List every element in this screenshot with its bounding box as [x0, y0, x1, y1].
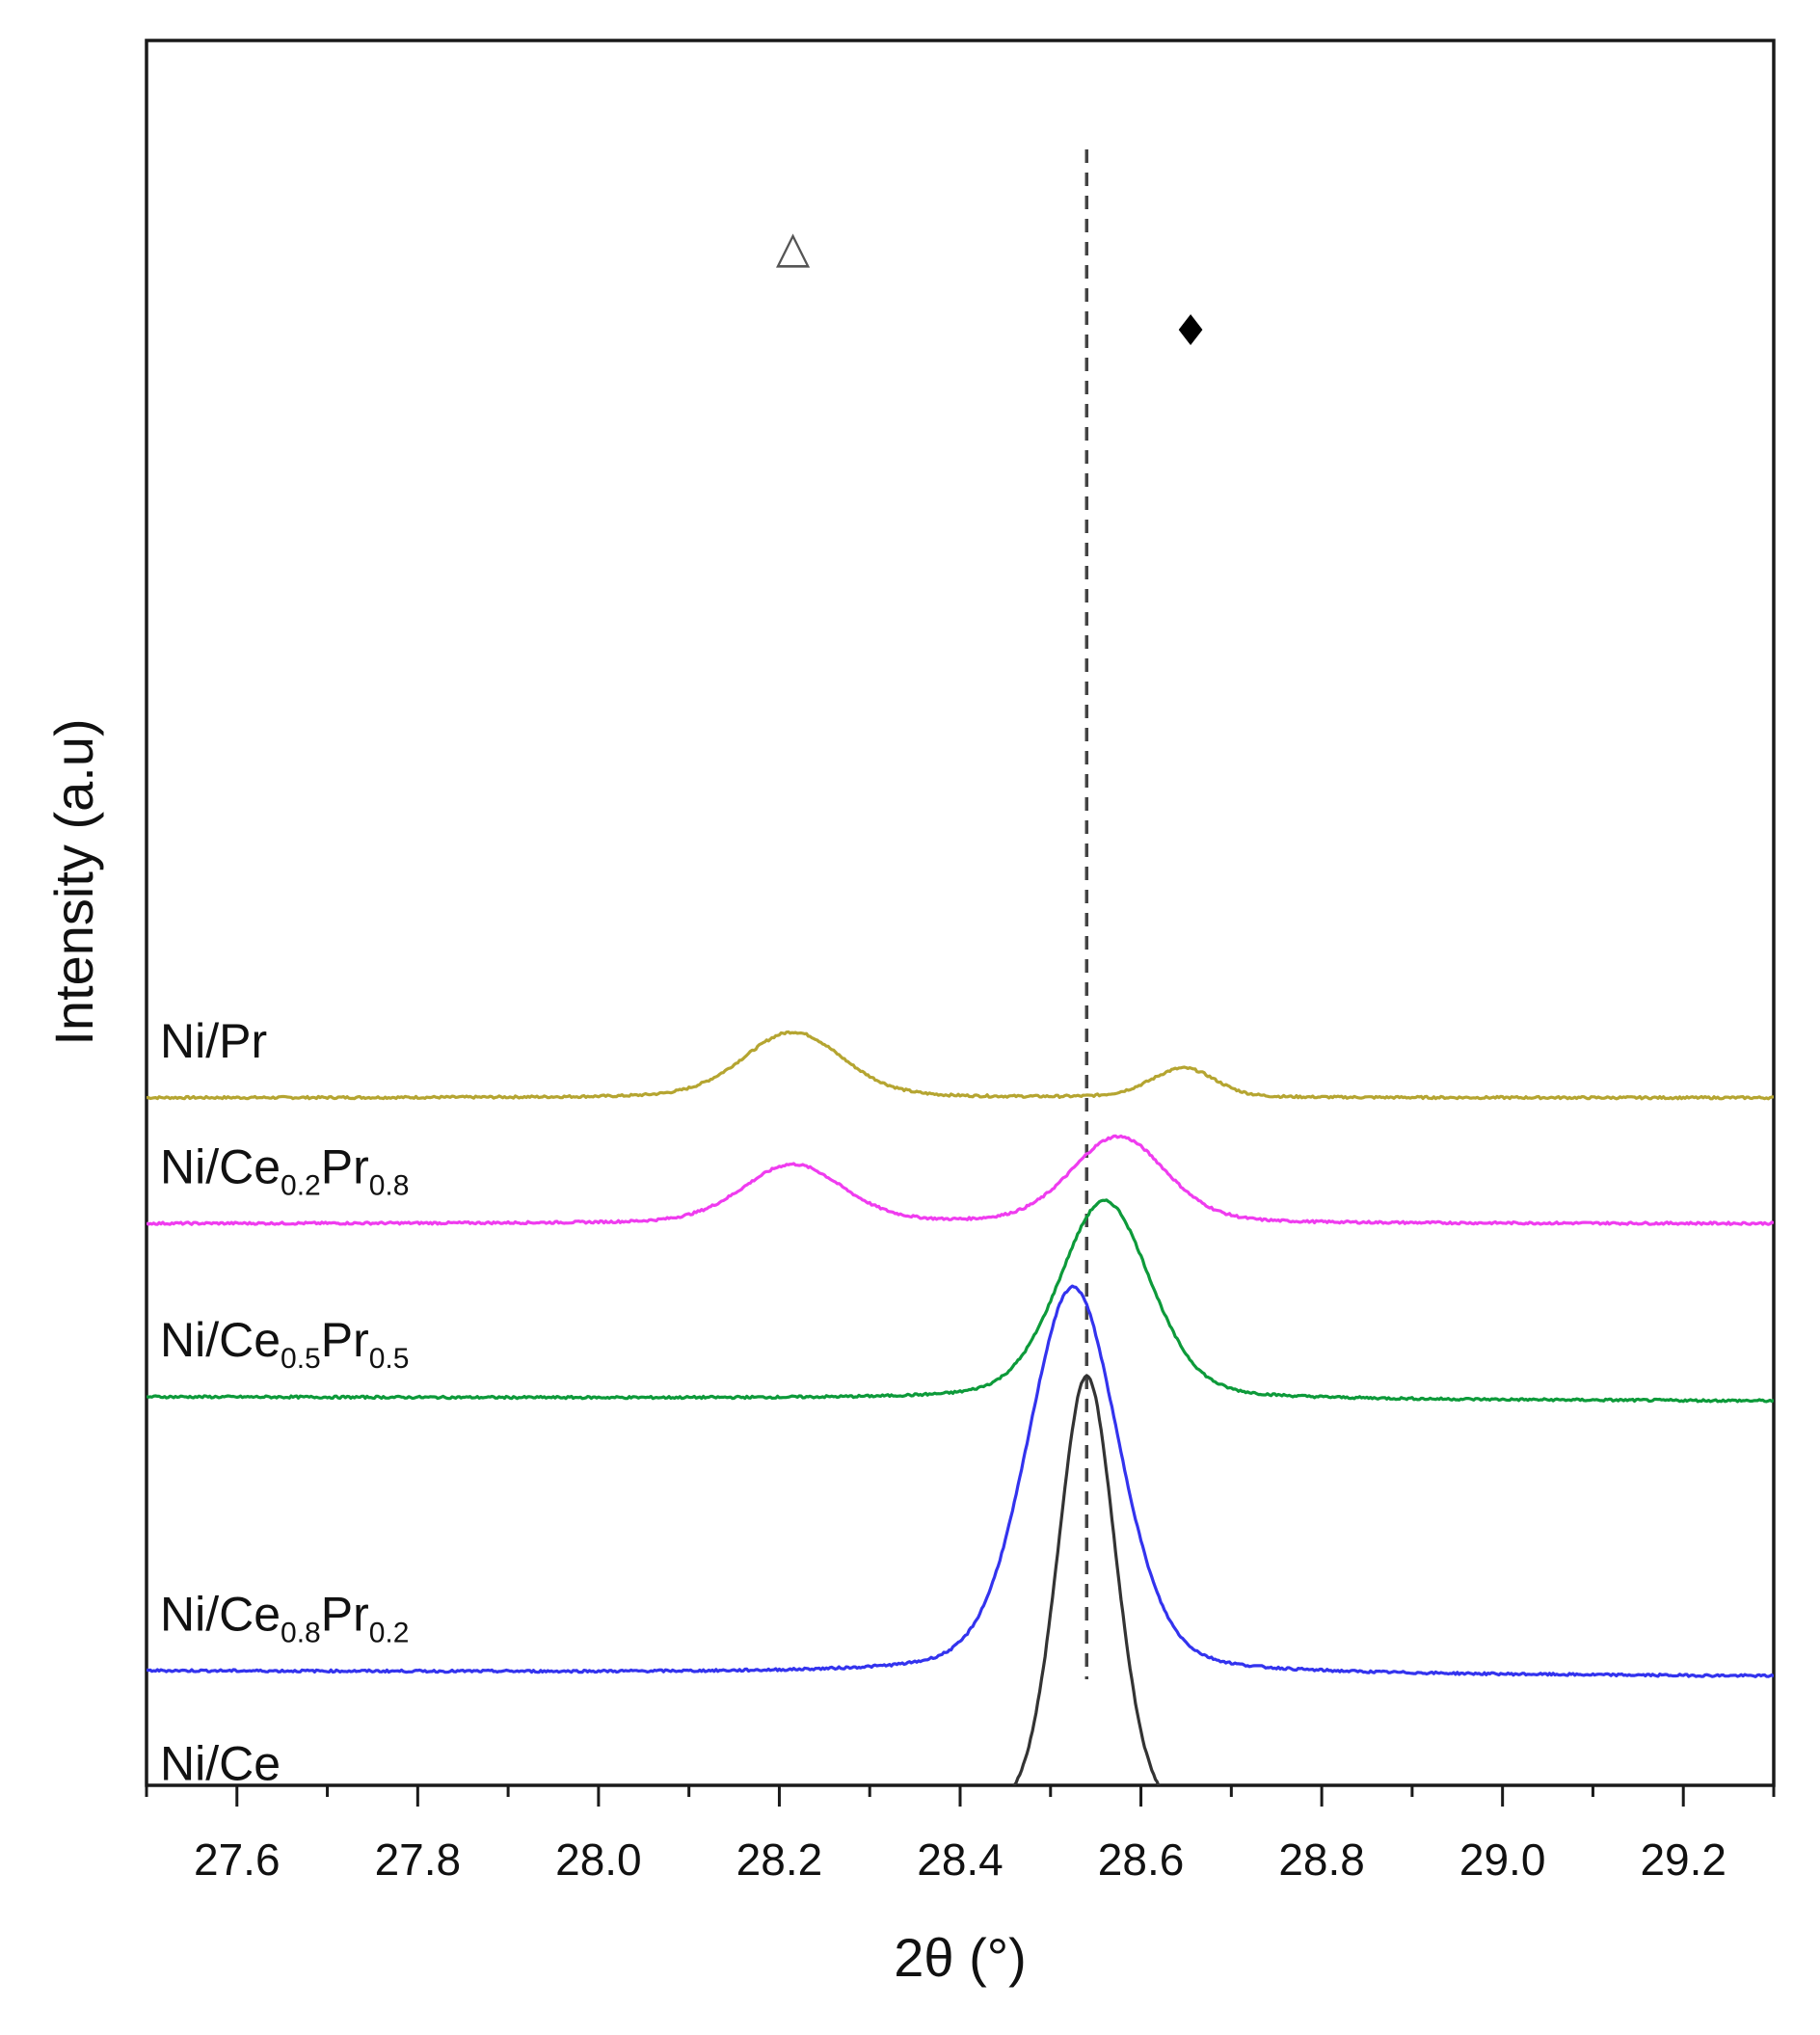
x-tick-label: 28.2 — [736, 1834, 823, 1885]
peak-markers: △♦ — [776, 221, 1210, 356]
x-tick-label: 28.4 — [917, 1834, 1004, 1885]
series-line-4 — [147, 1284, 1774, 1678]
triangle-marker: △ — [776, 221, 811, 273]
series-line-3 — [147, 1198, 1774, 1404]
x-tick-label: 28.8 — [1278, 1834, 1365, 1885]
series-line-5 — [1012, 1374, 1161, 1785]
x-tick-label: 28.6 — [1098, 1834, 1185, 1885]
series-lines — [147, 1030, 1774, 1785]
diamond-marker: ♦ — [1171, 307, 1209, 356]
x-tick-label: 27.6 — [194, 1834, 281, 1885]
y-axis-title: Intensity (a.u) — [43, 718, 104, 1045]
x-tick-label: 28.0 — [555, 1834, 642, 1885]
x-tick-label: 29.0 — [1459, 1834, 1546, 1885]
plot-frame — [145, 39, 1776, 1787]
x-axis-ticks — [145, 1785, 1776, 1807]
x-tick-label: 27.8 — [375, 1834, 462, 1885]
series-label-2: Ni/Ce0.2Pr0.8 — [160, 1139, 409, 1201]
series-labels: Ni/Pr Ni/Ce0.2Pr0.8 Ni/Ce0.5Pr0.5 Ni/Ce0.8P… — [160, 1014, 409, 1791]
series-line-1 — [147, 1030, 1774, 1101]
x-tick-label: 29.2 — [1640, 1834, 1726, 1885]
x-axis-title: 2θ (°) — [894, 1927, 1027, 1988]
series-label-3: Ni/Ce0.5Pr0.5 — [160, 1313, 409, 1375]
series-label-4: Ni/Ce0.8Pr0.2 — [160, 1587, 409, 1648]
series-line-2 — [147, 1134, 1774, 1226]
series-label-1: Ni/Pr — [160, 1014, 267, 1068]
x-axis-tick-labels: 27.6 27.8 28.0 28.2 28.4 28.6 28.8 29.0 29.2 — [194, 1834, 1726, 1885]
series-label-5: Ni/Ce — [160, 1736, 281, 1790]
